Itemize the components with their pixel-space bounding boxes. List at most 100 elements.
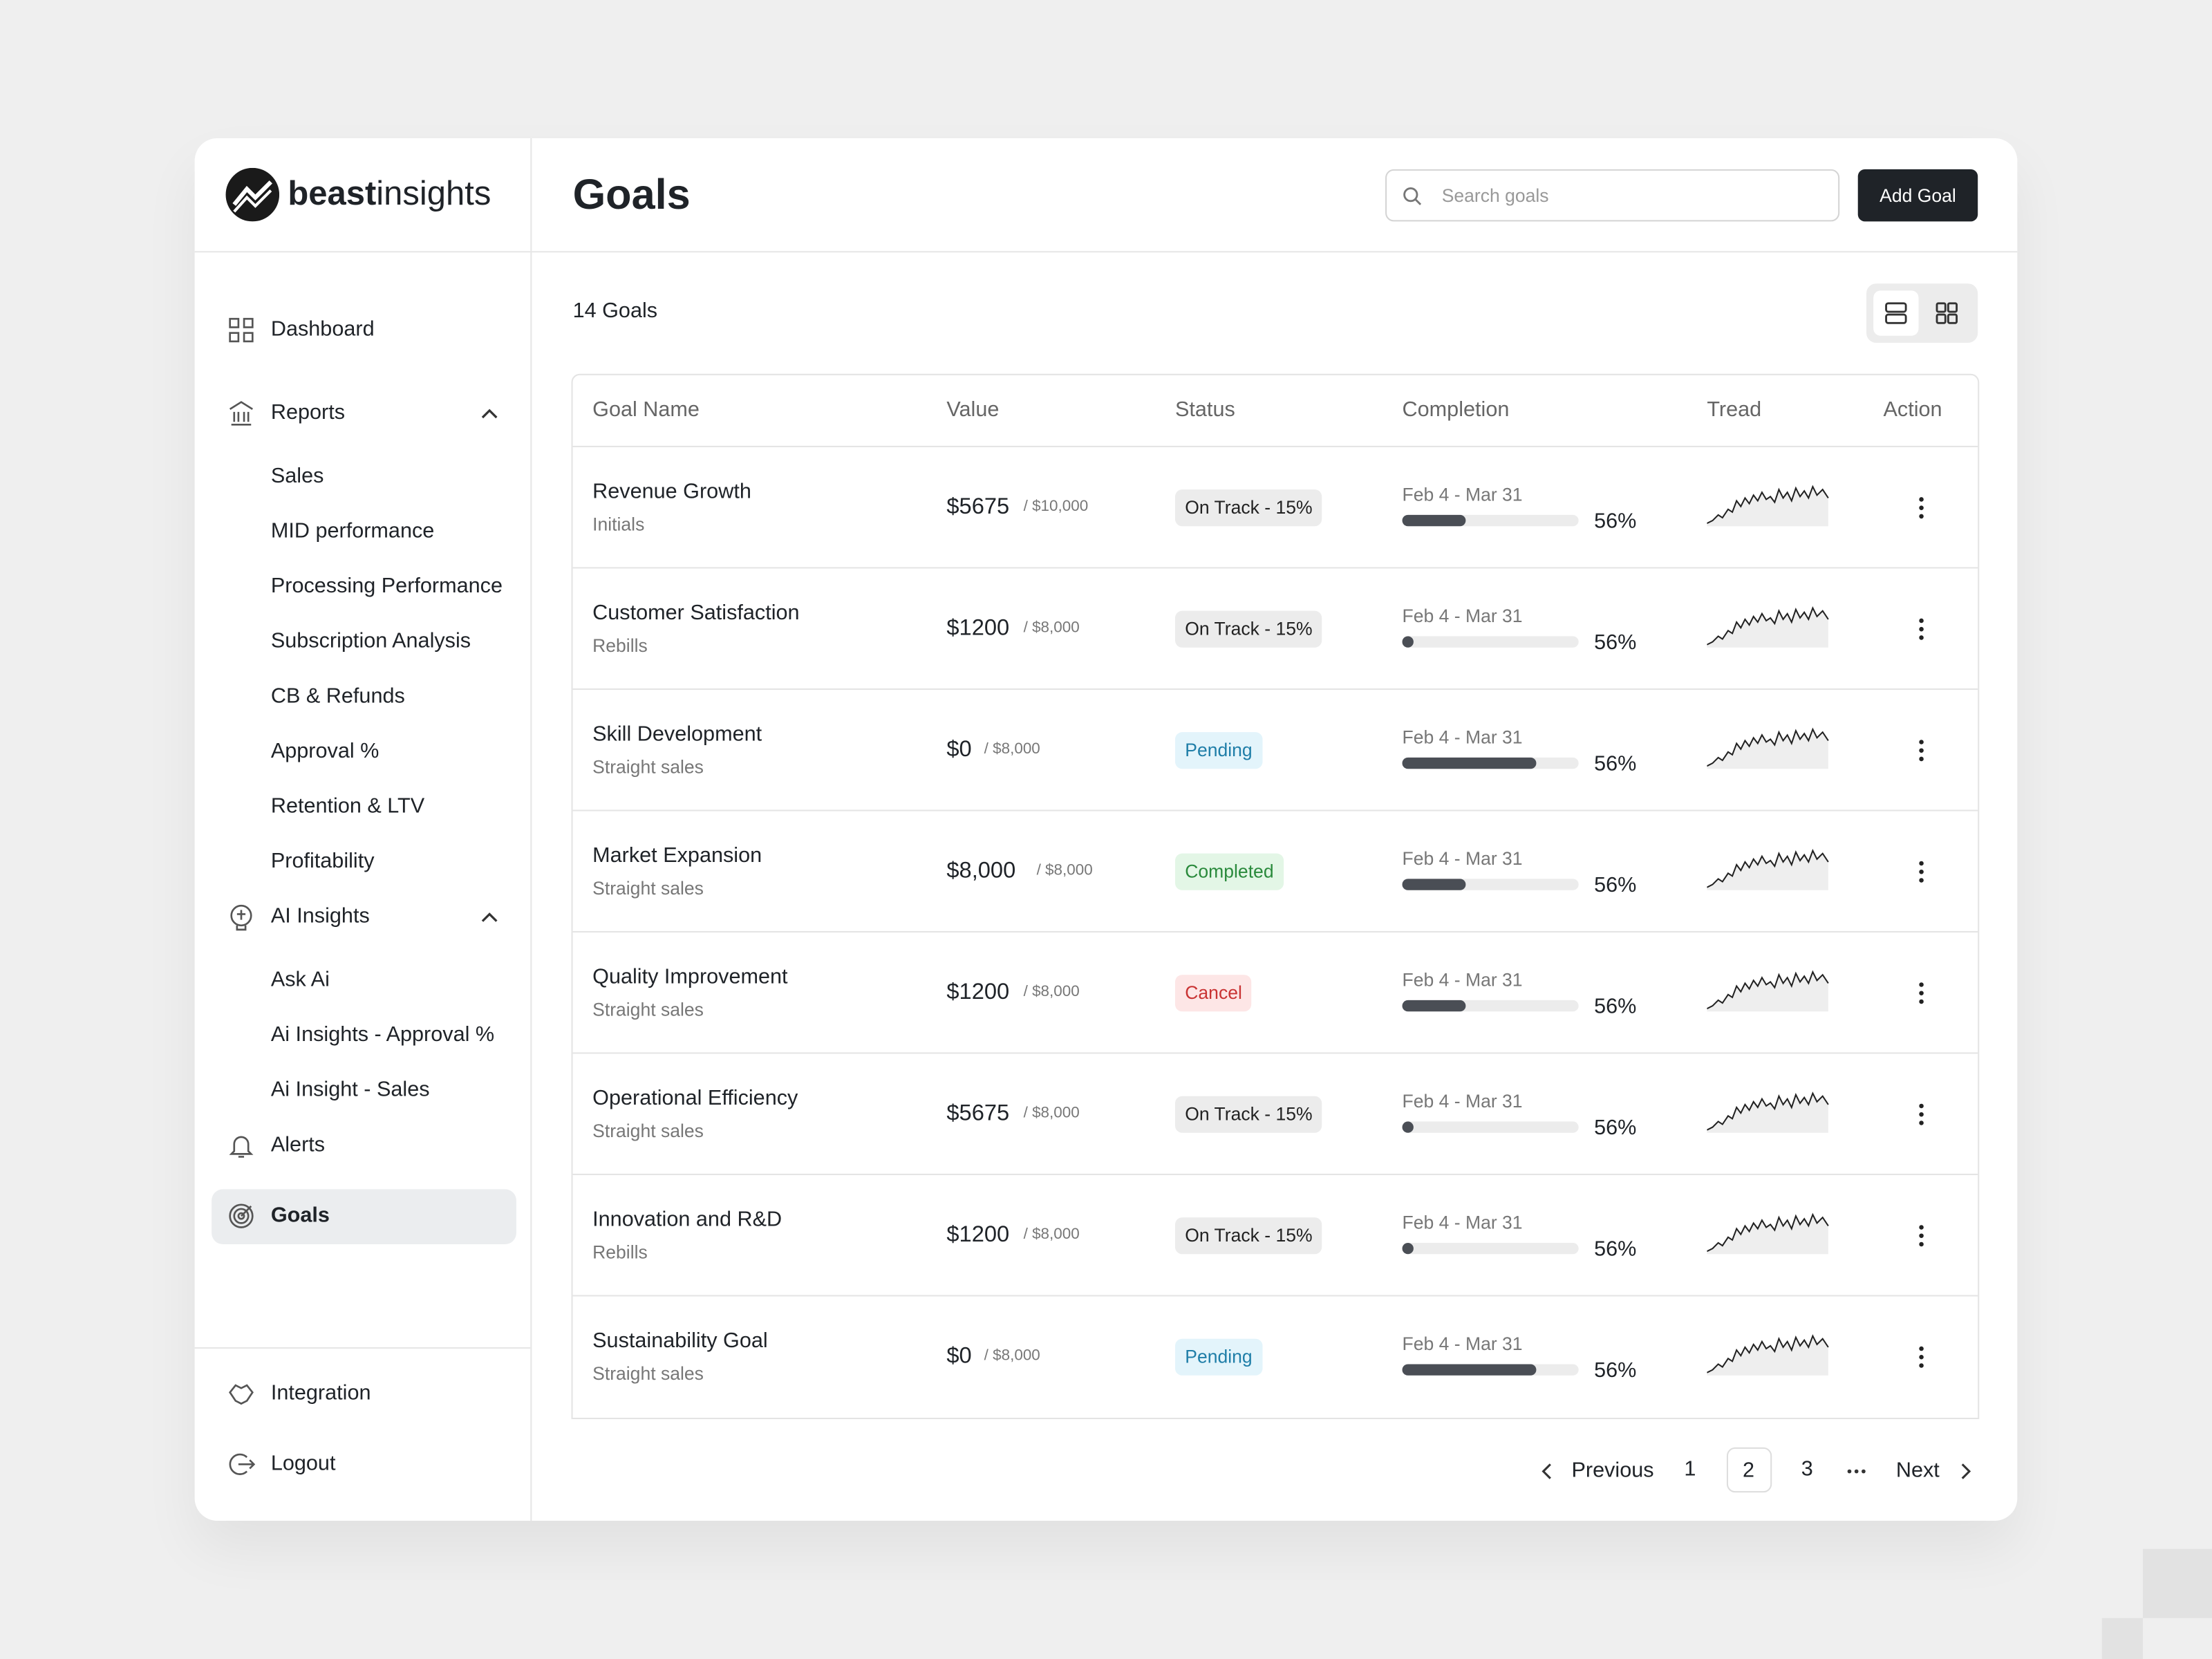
date-range: Feb 4 - Mar 31 [1402, 1090, 1523, 1112]
nav-icon-svg [229, 1136, 254, 1158]
kebab-svg [1919, 1103, 1924, 1125]
table-row: Innovation and R&D Rebills $1200 / $8,000 On… [572, 1173, 1978, 1295]
goal-name: Customer Satisfaction [592, 601, 800, 626]
completion-percent: 56% [1594, 630, 1637, 655]
goal-value: $1200 [946, 616, 1010, 641]
nav-subitem[interactable]: Retention & LTV [270, 794, 425, 818]
nav-subitem[interactable]: Approval % [270, 739, 379, 764]
row-menu[interactable] [1910, 979, 1933, 1007]
nav-subitem[interactable]: CB & Refunds [270, 684, 405, 709]
table-row: Skill Development Straight sales $0 / $8,00… [572, 688, 1978, 810]
search-icon [1403, 187, 1422, 205]
column-header: Action [1883, 397, 1942, 422]
kebab-svg [1919, 1225, 1924, 1247]
footer-icon-svg [229, 1453, 256, 1475]
next-button[interactable]: Next [1896, 1459, 1980, 1484]
nav-subitem[interactable]: Sales [270, 464, 324, 489]
status-badge: On Track - 15% [1174, 489, 1322, 527]
goal-target: / $8,000 [984, 1347, 1040, 1365]
prev-chevron [1541, 1463, 1551, 1479]
nav-subitem[interactable]: Subscription Analysis [270, 629, 471, 653]
footer-divider [194, 1347, 531, 1349]
nav-item[interactable]: Goals [270, 1203, 330, 1228]
column-header: Completion [1402, 397, 1510, 422]
ellipsis-svg [1847, 1469, 1866, 1474]
grid-view-button[interactable] [1924, 290, 1969, 335]
nav-item[interactable]: Dashboard [270, 317, 375, 341]
add-goal-button[interactable]: Add Goal [1857, 169, 1978, 222]
nav-subitem[interactable]: Ask Ai [270, 967, 330, 992]
goal-name: Market Expansion [592, 843, 762, 868]
row-menu[interactable] [1910, 494, 1933, 522]
goal-target: / $8,000 [1036, 861, 1093, 879]
row-menu[interactable] [1910, 736, 1933, 765]
goal-target: / $8,000 [984, 740, 1040, 758]
search-placeholder: Search goals [1441, 185, 1549, 206]
nav-icon-svg [229, 317, 254, 343]
goal-value: $5675 [946, 1101, 1010, 1126]
collapse-icon[interactable] [480, 907, 500, 927]
list-view-button[interactable] [1873, 290, 1919, 336]
search-box[interactable]: Search goals [1385, 169, 1840, 222]
status-badge: On Track - 15% [1174, 610, 1322, 648]
goal-target: / $10,000 [1023, 498, 1089, 515]
footer-item[interactable]: Integration [270, 1380, 371, 1405]
nav-subitem[interactable]: Ai Insight - Sales [270, 1078, 430, 1102]
kebab-svg [1919, 982, 1924, 1004]
row-menu[interactable] [1910, 858, 1933, 886]
nav-icon [227, 316, 256, 344]
goal-name: Skill Development [592, 722, 762, 747]
goal-name: Sustainability Goal [592, 1329, 768, 1353]
kebab-svg [1919, 861, 1924, 883]
chevron-svg [481, 409, 498, 419]
row-menu[interactable] [1910, 1343, 1933, 1371]
trend-sparkline [1707, 848, 1831, 893]
goal-value: $5675 [946, 495, 1010, 520]
nav-subitem[interactable]: MID performance [270, 519, 435, 543]
nav-subitem[interactable]: Ai Insights - Approval % [270, 1022, 495, 1047]
progress-track [1402, 1242, 1579, 1255]
goal-target: / $8,000 [1023, 1104, 1080, 1122]
page-number[interactable]: 3 [1801, 1457, 1813, 1481]
sparkline-svg [1707, 606, 1829, 648]
nav-icon [227, 1132, 256, 1160]
row-menu[interactable] [1910, 615, 1933, 644]
nav-subitem[interactable]: Processing Performance [270, 574, 503, 599]
progress-fill [1402, 1121, 1414, 1133]
footer-item[interactable]: Logout [270, 1451, 336, 1476]
list-icon [1885, 302, 1907, 324]
goal-name: Quality Improvement [592, 964, 788, 989]
page-title: Goals [572, 171, 691, 219]
column-header: Value [946, 397, 1000, 422]
sparkline-svg [1707, 727, 1829, 769]
goal-value: $0 [946, 738, 972, 762]
logo-text: beastinsights [288, 177, 491, 212]
progress-track [1402, 1121, 1579, 1133]
status-badge: Pending [1174, 1338, 1262, 1376]
collapse-icon[interactable] [480, 404, 500, 424]
goal-subtitle: Initials [592, 513, 645, 535]
progress-fill [1402, 757, 1537, 769]
completion-percent: 56% [1594, 1237, 1637, 1262]
sparkline-svg [1707, 1212, 1829, 1255]
goal-subtitle: Straight sales [592, 998, 704, 1020]
nav-item[interactable]: Reports [270, 400, 346, 425]
completion-percent: 56% [1594, 873, 1637, 897]
goal-subtitle: Straight sales [592, 756, 704, 778]
sparkline-svg [1707, 485, 1829, 527]
trend-sparkline [1707, 1091, 1831, 1136]
row-menu[interactable] [1910, 1100, 1933, 1129]
column-header: Goal Name [592, 397, 700, 422]
row-menu[interactable] [1910, 1221, 1933, 1250]
nav-item[interactable]: Alerts [270, 1132, 326, 1157]
table-row: Sustainability Goal Straight sales $0 / $8,… [572, 1295, 1978, 1416]
sparkline-svg [1707, 970, 1829, 1012]
sparkline-svg [1707, 1334, 1829, 1376]
date-range: Feb 4 - Mar 31 [1402, 727, 1523, 748]
page-number[interactable]: 2 [1725, 1447, 1772, 1493]
status-badge: On Track - 15% [1174, 1096, 1322, 1133]
nav-item[interactable]: AI Insights [270, 904, 370, 928]
nav-subitem[interactable]: Profitability [270, 849, 375, 874]
page-number[interactable]: 1 [1684, 1457, 1696, 1481]
